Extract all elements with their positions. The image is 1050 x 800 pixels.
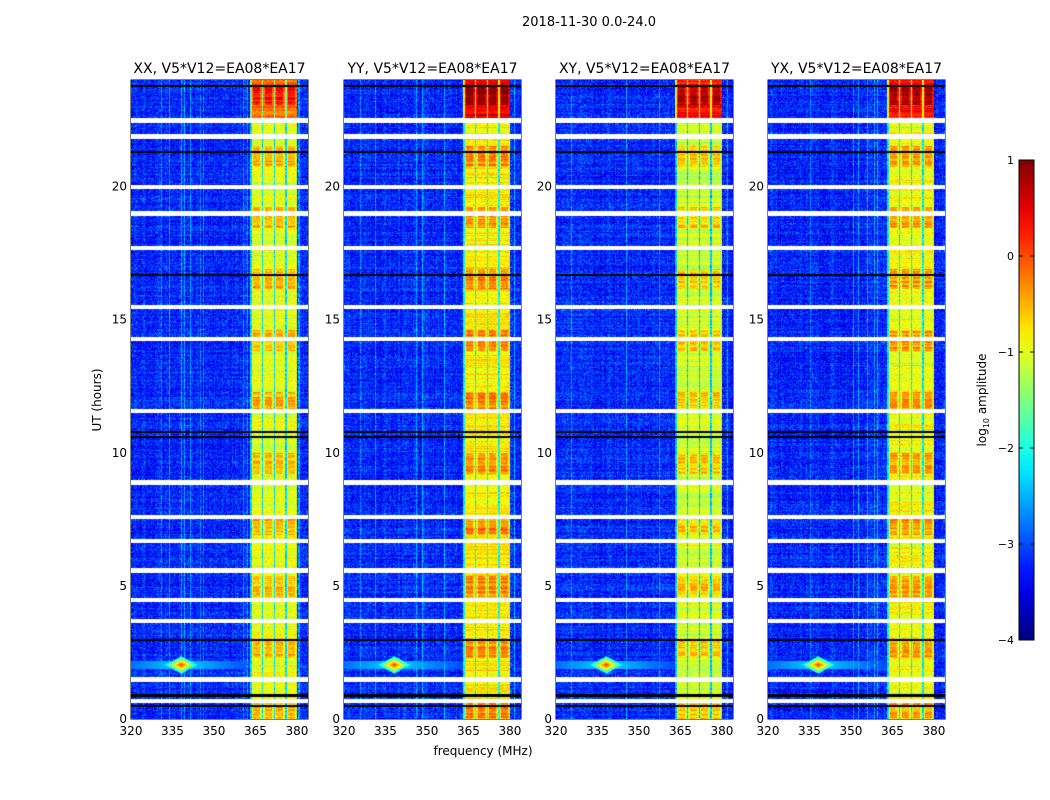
y-tick-label: 5 bbox=[756, 579, 764, 593]
x-tick-label: 380 bbox=[710, 724, 733, 738]
x-tick-label: 320 bbox=[757, 724, 780, 738]
x-tick-label: 380 bbox=[922, 724, 945, 738]
y-tick-label: 15 bbox=[112, 313, 127, 327]
y-tick-label: 10 bbox=[325, 446, 340, 460]
y-tick-label: 5 bbox=[119, 579, 127, 593]
panel-title: XY, V5*V12=EA08*EA17 bbox=[559, 61, 730, 77]
x-tick-label: 365 bbox=[244, 724, 267, 738]
y-tick-label: 0 bbox=[544, 712, 552, 726]
x-tick-label: 335 bbox=[586, 724, 609, 738]
y-tick-label: 15 bbox=[537, 313, 552, 327]
x-tick-label: 320 bbox=[545, 724, 568, 738]
y-axis-label: UT (hours) bbox=[90, 368, 104, 431]
panel-title: XX, V5*V12=EA08*EA17 bbox=[133, 61, 305, 77]
y-tick-label: 20 bbox=[537, 180, 552, 194]
y-tick-label: 15 bbox=[749, 313, 764, 327]
heatmap-panel-3 bbox=[556, 80, 733, 719]
colorbar-tick-label: 1 bbox=[1007, 154, 1014, 167]
heatmap-panel-2 bbox=[344, 80, 521, 719]
x-tick-label: 365 bbox=[457, 724, 480, 738]
colorbar-label: log10 amplitude bbox=[975, 354, 991, 447]
y-tick-label: 0 bbox=[756, 712, 764, 726]
x-tick-label: 320 bbox=[333, 724, 356, 738]
y-tick-label: 20 bbox=[749, 180, 764, 194]
colorbar-tick-label: −4 bbox=[998, 634, 1014, 647]
heatmap-panel-1 bbox=[131, 80, 308, 719]
x-tick-label: 335 bbox=[374, 724, 397, 738]
figure-title: 2018-11-30 0.0-24.0 bbox=[522, 15, 656, 30]
x-tick-label: 350 bbox=[203, 724, 226, 738]
x-tick-label: 350 bbox=[416, 724, 439, 738]
x-tick-label: 335 bbox=[798, 724, 821, 738]
y-tick-label: 10 bbox=[749, 446, 764, 460]
x-tick-label: 335 bbox=[161, 724, 184, 738]
colorbar-tick-label: −3 bbox=[998, 538, 1014, 551]
panel-title: YY, V5*V12=EA08*EA17 bbox=[346, 61, 517, 77]
colorbar-tick-label: 0 bbox=[1007, 250, 1014, 263]
x-axis-label: frequency (MHz) bbox=[433, 744, 532, 758]
x-tick-label: 350 bbox=[840, 724, 863, 738]
y-tick-label: 20 bbox=[112, 180, 127, 194]
x-tick-label: 350 bbox=[628, 724, 651, 738]
x-tick-label: 365 bbox=[669, 724, 692, 738]
y-tick-label: 15 bbox=[325, 313, 340, 327]
x-tick-label: 380 bbox=[498, 724, 521, 738]
y-tick-label: 10 bbox=[112, 446, 127, 460]
y-tick-label: 20 bbox=[325, 180, 340, 194]
y-tick-label: 0 bbox=[332, 712, 340, 726]
panel-title: YX, V5*V12=EA08*EA17 bbox=[770, 61, 942, 77]
x-tick-label: 380 bbox=[285, 724, 308, 738]
colorbar-tick-label: −1 bbox=[998, 346, 1014, 359]
y-tick-label: 10 bbox=[537, 446, 552, 460]
heatmap-panel-4 bbox=[768, 80, 945, 719]
y-tick-label: 5 bbox=[544, 579, 552, 593]
x-tick-label: 320 bbox=[120, 724, 143, 738]
x-tick-label: 365 bbox=[881, 724, 904, 738]
colorbar: 1 0 −1 −2 −3 −4 bbox=[998, 154, 1035, 647]
y-tick-label: 5 bbox=[332, 579, 340, 593]
colorbar-gradient bbox=[1018, 159, 1035, 641]
colorbar-tick-label: −2 bbox=[998, 442, 1014, 455]
y-tick-label: 0 bbox=[119, 712, 127, 726]
